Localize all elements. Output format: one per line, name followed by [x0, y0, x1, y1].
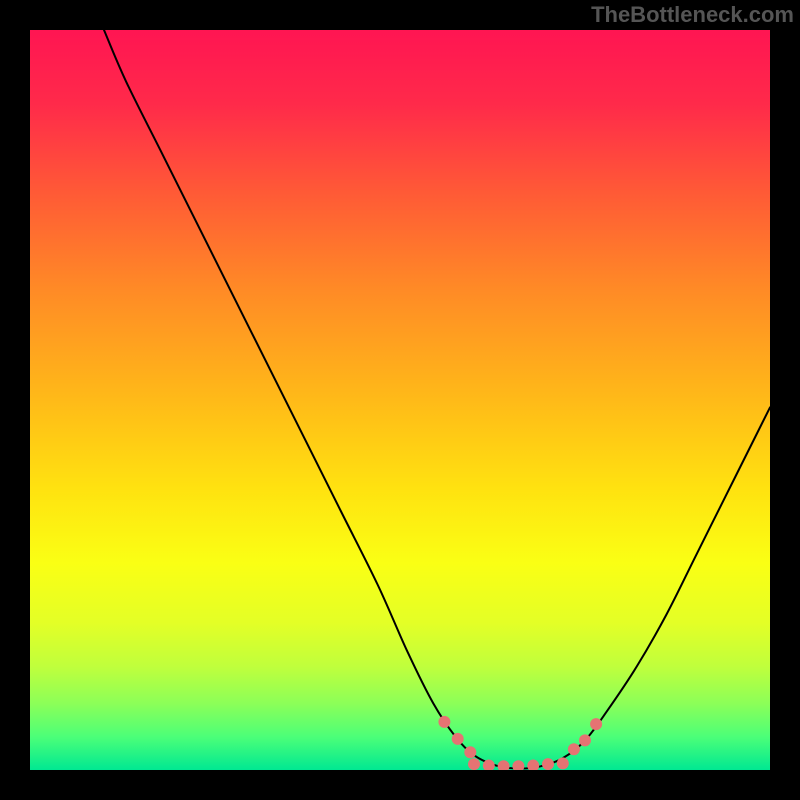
highlight-dot: [527, 760, 539, 772]
highlight-dot: [464, 746, 476, 758]
highlight-dot: [579, 734, 591, 746]
bottleneck-curve-chart: [0, 0, 800, 800]
plot-gradient-background: [30, 30, 770, 770]
highlight-dot: [568, 743, 580, 755]
highlight-dot: [452, 733, 464, 745]
highlight-dot: [557, 757, 569, 769]
highlight-dot: [590, 718, 602, 730]
chart-container: TheBottleneck.com: [0, 0, 800, 800]
highlight-dot: [542, 758, 554, 770]
watermark-text: TheBottleneck.com: [591, 2, 794, 28]
highlight-dot: [468, 758, 480, 770]
highlight-dot: [438, 716, 450, 728]
highlight-dot: [483, 760, 495, 772]
